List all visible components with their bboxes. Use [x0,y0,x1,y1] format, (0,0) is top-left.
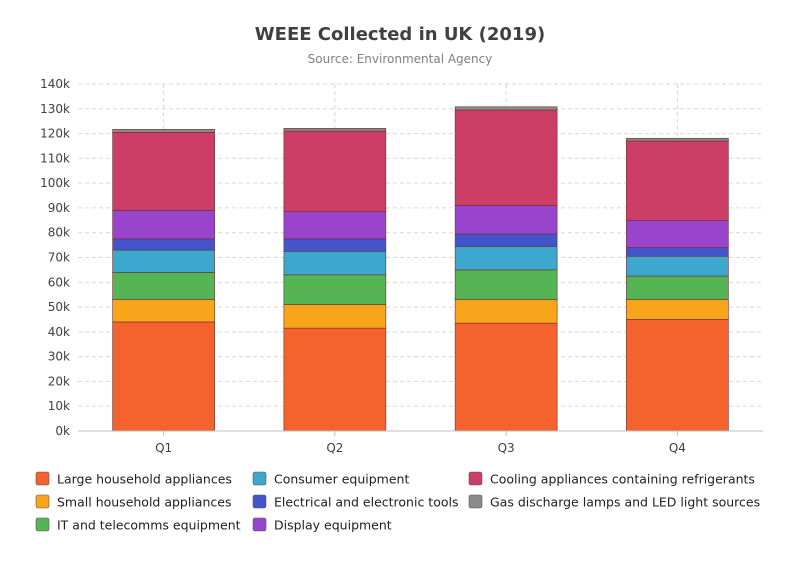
y-tick-label: 120k [40,127,70,141]
y-tick-label: 130k [40,102,70,116]
bar-segment [112,249,215,273]
x-tick-label: Q1 [155,441,172,455]
legend-label: Consumer equipment [274,472,409,487]
bar-segment [112,132,215,211]
bar-segment [283,128,387,132]
legend-label: Cooling appliances containing refrigeran… [490,472,755,487]
legend-swatch [252,471,267,486]
legend-swatch [35,471,50,486]
y-tick-label: 10k [48,399,70,413]
bar-segment [283,211,387,240]
chart-title: WEEE Collected in UK (2019) [255,24,545,45]
legend-swatch [252,517,267,532]
x-tick-label: Q2 [326,441,343,455]
legend-label: Small household appliances [57,495,231,510]
legend-label: Gas discharge lamps and LED light source… [490,495,760,510]
bar-segment [454,109,558,206]
bar-segment [283,327,387,432]
legend-swatch [252,494,267,509]
bar-segment [626,255,729,277]
bar-segment [112,321,215,432]
legend-label: Display equipment [274,518,392,533]
legend-swatch [35,517,50,532]
bar-segment [454,246,558,271]
y-tick-label: 140k [40,77,70,91]
y-tick-label: 50k [48,300,70,314]
bar-segment [626,137,729,142]
y-tick-label: 60k [48,275,70,289]
bar-segment [626,140,729,221]
bar-segment [112,238,215,251]
y-tick-label: 70k [48,251,70,265]
bar-segment [283,130,387,212]
bar-segment [454,269,558,300]
bar-segment [112,129,215,133]
bar-segment [283,238,387,252]
bar-segment [112,210,215,240]
y-tick-label: 100k [40,176,70,190]
x-axis-ticks: Q1 Q2 Q3 Q4 [155,431,686,455]
x-tick-label: Q4 [669,441,686,455]
y-tick-label: 20k [48,374,70,388]
legend-label: Electrical and electronic tools [274,495,458,510]
x-tick-label: Q3 [498,441,515,455]
bar-segment [626,247,729,257]
bar-segment [626,299,729,320]
bar-segment [454,205,558,235]
legend-label: Large household appliances [57,472,232,487]
bar-segment [626,275,729,300]
bar-segment [626,220,729,248]
legend-label: IT and telecomms equipment [57,518,241,533]
y-tick-label: 110k [40,151,70,165]
bar-segment [454,106,558,111]
bar-segment [454,233,558,247]
y-tick-label: 80k [48,226,70,240]
y-tick-label: 30k [48,350,70,364]
y-axis-ticks: 0k 10k 20k 30k 40k 50k 60k 70k 80k 90k 100k 110k 120… [40,77,70,438]
legend: Large household appliances Small househol… [35,471,760,533]
y-tick-label: 90k [48,201,70,215]
legend-swatch [468,494,483,509]
y-tick-label: 40k [48,325,70,339]
chart-subtitle: Source: Environmental Agency [308,52,493,66]
legend-swatch [468,471,483,486]
bar-segment [112,272,215,300]
bar-segment [626,319,729,432]
legend-swatch [35,494,50,509]
bars [112,106,729,432]
bar-segment [454,322,558,432]
bar-segment [283,304,387,329]
bar-segment [112,299,215,323]
y-tick-label: 0k [55,424,70,438]
bar-segment [283,274,387,305]
bar-segment [454,299,558,324]
bar-segment [283,251,387,276]
